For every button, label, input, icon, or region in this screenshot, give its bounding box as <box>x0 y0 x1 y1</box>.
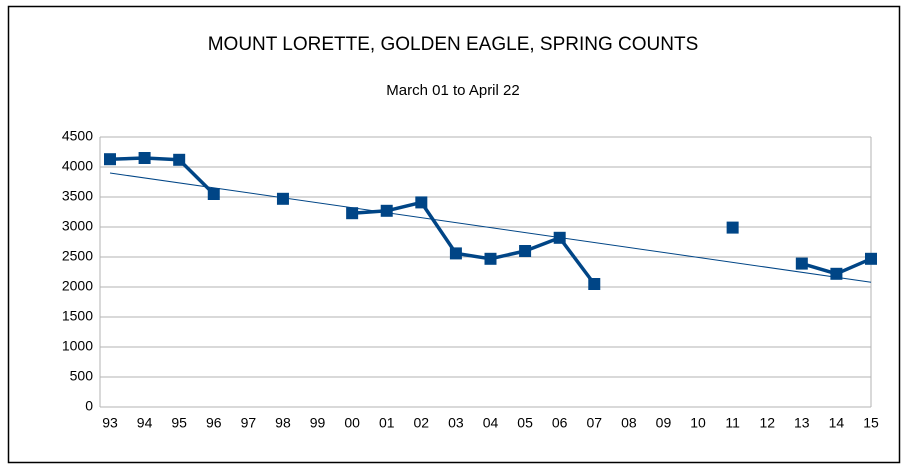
y-tick-label: 2000 <box>62 278 93 294</box>
y-tick-label: 500 <box>70 368 94 384</box>
data-point <box>449 247 462 260</box>
x-tick-label: 03 <box>448 415 464 431</box>
x-tick-label: 06 <box>552 415 568 431</box>
x-tick-label: 14 <box>829 415 845 431</box>
data-point <box>207 188 220 200</box>
data-point <box>726 221 739 234</box>
x-tick-label: 05 <box>517 415 533 431</box>
x-tick-label: 09 <box>656 415 672 431</box>
data-point <box>484 252 497 265</box>
data-point <box>519 245 532 257</box>
x-tick-label: 93 <box>102 415 118 431</box>
y-tick-label: 0 <box>85 398 93 414</box>
x-tick-label: 97 <box>241 415 257 431</box>
x-tick-label: 10 <box>690 415 706 431</box>
x-tick-label: 96 <box>206 415 222 431</box>
x-tick-label: 12 <box>759 415 775 431</box>
chart-title: MOUNT LORETTE, GOLDEN EAGLE, SPRING COUN… <box>208 34 699 55</box>
x-tick-label: 11 <box>725 415 740 431</box>
x-tick-label: 99 <box>310 415 326 431</box>
x-tick-label: 01 <box>379 415 395 431</box>
data-point <box>276 192 289 205</box>
chart-subtitle: March 01 to April 22 <box>386 82 519 99</box>
data-point <box>415 196 428 209</box>
data-point <box>173 153 186 166</box>
trendline <box>109 172 872 283</box>
y-tick-label: 2500 <box>62 248 93 264</box>
data-point <box>104 153 116 166</box>
y-tick-label: 1000 <box>62 338 93 354</box>
x-tick-label: 94 <box>137 415 153 431</box>
data-point <box>138 152 151 164</box>
data-point <box>380 204 393 217</box>
x-tick-label: 08 <box>621 415 637 431</box>
data-point <box>795 257 808 270</box>
chart-frame <box>7 5 901 464</box>
data-point <box>346 207 359 220</box>
y-tick-label: 4500 <box>62 128 93 144</box>
x-tick-label: 98 <box>275 415 291 431</box>
y-tick-label: 4000 <box>62 158 93 174</box>
data-point <box>588 278 601 290</box>
x-tick-label: 15 <box>863 415 879 431</box>
y-tick-label: 3000 <box>62 218 93 234</box>
x-tick-label: 13 <box>794 415 810 431</box>
x-tick-label: 95 <box>171 415 187 431</box>
data-point <box>865 252 877 265</box>
x-tick-label: 04 <box>483 415 499 431</box>
y-tick-label: 1500 <box>62 308 93 324</box>
y-tick-label: 3500 <box>62 188 93 204</box>
x-tick-label: 02 <box>414 415 430 431</box>
x-tick-label: 07 <box>586 415 602 431</box>
x-tick-label: 00 <box>344 415 360 431</box>
